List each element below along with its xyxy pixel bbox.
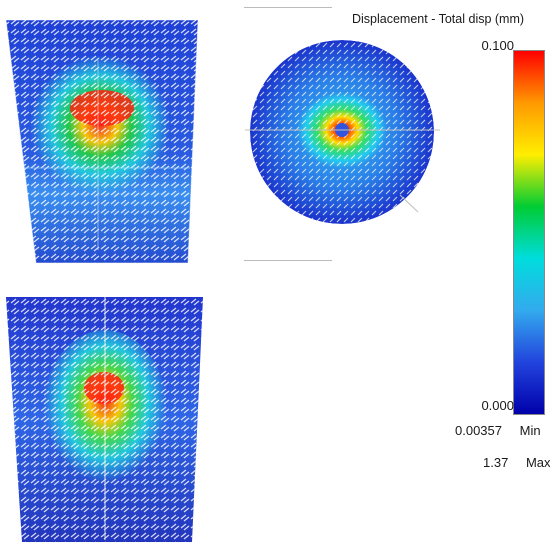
stat-min-row: 0.00357 Min <box>455 423 541 438</box>
legend-title: Displacement - Total disp (mm) <box>352 12 525 26</box>
stat-max-row: 1.37 Max <box>483 455 550 470</box>
top-view[interactable] <box>240 30 445 235</box>
side-view[interactable] <box>0 292 210 547</box>
view-divider-bottom <box>244 260 332 261</box>
stat-min-value: 0.00357 <box>455 423 502 438</box>
stat-min-label: Min <box>519 423 541 438</box>
legend-min-label: 0.000 <box>481 398 514 413</box>
stat-max-value: 1.37 <box>483 455 509 470</box>
legend-max-label: 0.100 <box>481 38 514 53</box>
front-view[interactable] <box>0 15 210 270</box>
stat-max-label: Max <box>525 455 550 470</box>
colorbar <box>513 50 545 415</box>
view-divider-top <box>244 7 332 8</box>
